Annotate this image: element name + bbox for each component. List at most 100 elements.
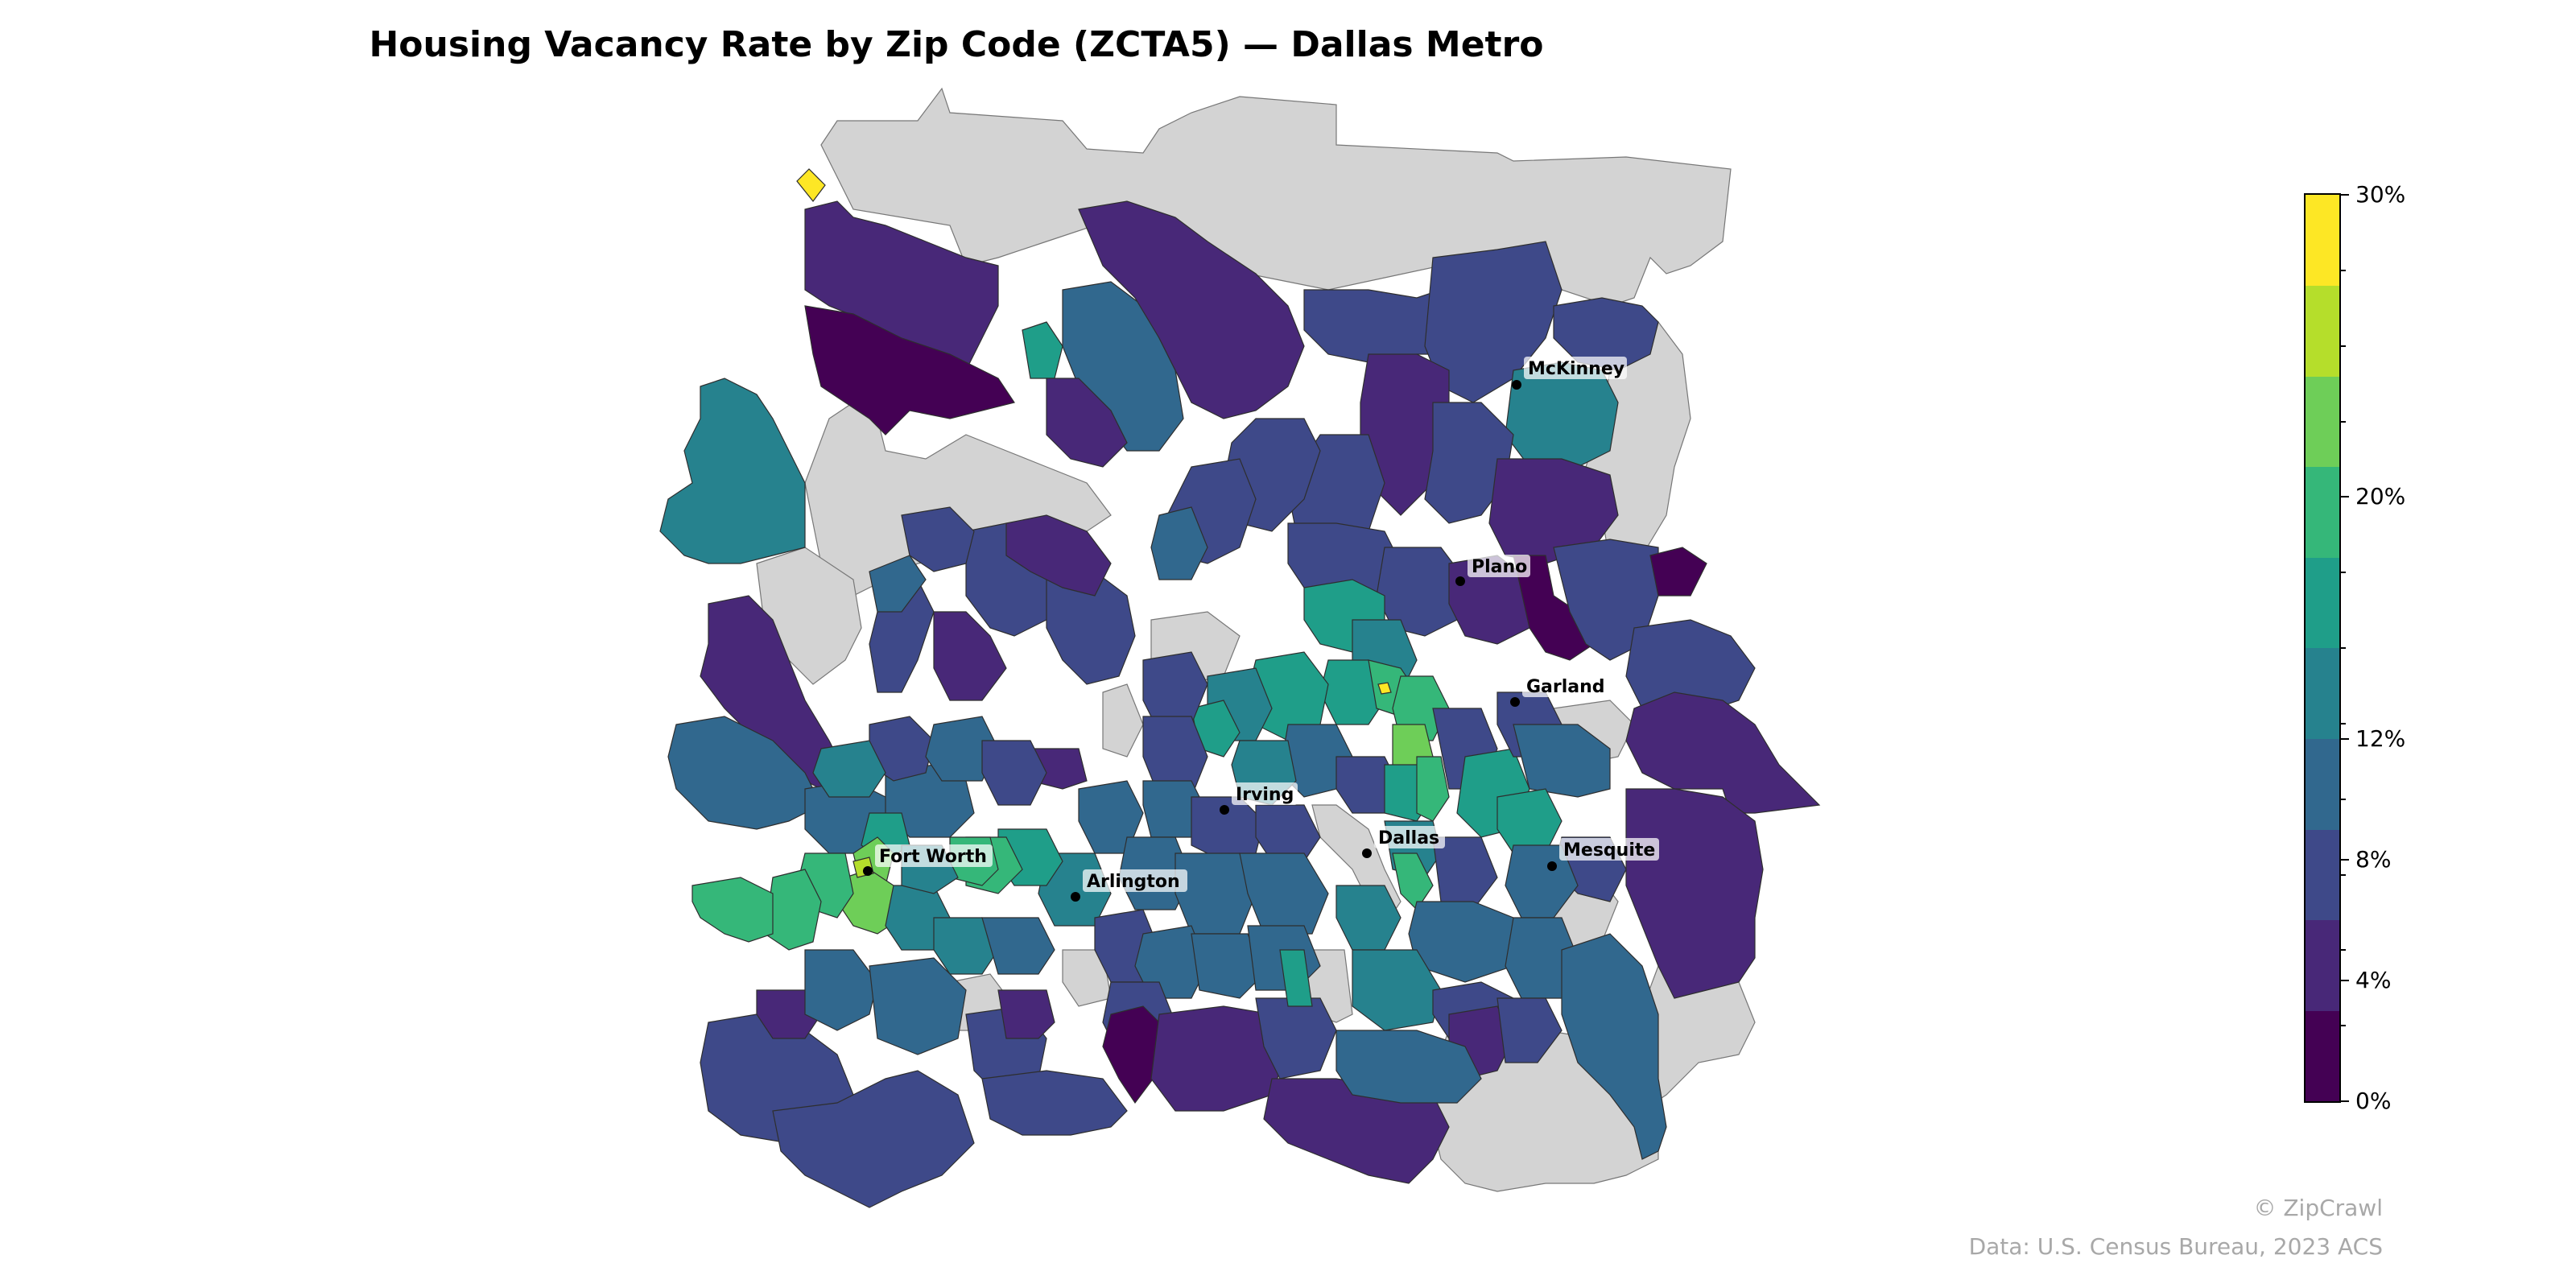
zip-region[interactable] <box>1416 756 1450 822</box>
city-mckinney[interactable]: McKinney <box>1512 357 1627 390</box>
city-garland[interactable]: Garland <box>1510 675 1608 707</box>
zip-region[interactable] <box>659 378 806 564</box>
city-dot <box>1455 576 1465 586</box>
zip-region[interactable] <box>1279 949 1313 1007</box>
zip-region[interactable] <box>1553 297 1659 371</box>
zip-region[interactable] <box>997 989 1055 1039</box>
zip-region[interactable] <box>691 877 774 943</box>
zip-region[interactable] <box>1625 619 1756 717</box>
zip-region[interactable] <box>1005 514 1112 597</box>
city-plano[interactable]: Plano <box>1455 555 1530 586</box>
city-mesquite[interactable]: Mesquite <box>1547 838 1659 871</box>
city-label-background <box>1374 826 1445 848</box>
zip-region[interactable] <box>1408 901 1514 983</box>
colorbar-tick-label: 30% <box>2355 181 2406 208</box>
zip-region[interactable] <box>1078 200 1305 419</box>
colorbar-minor-tick <box>2341 722 2346 724</box>
colorbar-band <box>2306 1010 2339 1102</box>
colorbar-tick-label: 12% <box>2355 724 2406 752</box>
city-dot <box>1512 380 1521 390</box>
city-label-background <box>1468 555 1530 577</box>
zip-region[interactable] <box>1022 321 1063 379</box>
zip-region[interactable] <box>1625 788 1764 999</box>
zip-region[interactable] <box>981 740 1047 806</box>
zip-region[interactable] <box>796 168 826 202</box>
zip-region[interactable] <box>869 957 967 1055</box>
zip-region[interactable] <box>804 949 878 1031</box>
colorbar-tick <box>2341 1100 2349 1102</box>
zip-region[interactable] <box>804 305 1015 436</box>
zip-region[interactable] <box>1335 1030 1482 1104</box>
data-source-text: Data: U.S. Census Bureau, 2023 ACS <box>1968 1233 2383 1260</box>
colorbar-legend <box>2304 193 2341 1103</box>
map-title: Housing Vacancy Rate by Zip Code (ZCTA5)… <box>369 24 1544 65</box>
city-dot <box>863 866 873 876</box>
colorbar-minor-tick <box>2341 1025 2346 1027</box>
zip-region[interactable] <box>901 506 975 572</box>
zip-region[interactable] <box>1134 925 1208 999</box>
zip-region[interactable] <box>1392 852 1434 910</box>
colorbar-band <box>2306 285 2339 377</box>
zip-region[interactable] <box>1352 949 1442 1031</box>
zip-region[interactable] <box>1625 691 1821 814</box>
zip-region[interactable] <box>1255 997 1337 1080</box>
zip-region[interactable] <box>869 555 927 613</box>
zip-region[interactable] <box>1377 682 1392 695</box>
colorbar-tick <box>2341 979 2349 981</box>
city-dot <box>1547 861 1557 871</box>
zip-region[interactable] <box>772 1070 975 1208</box>
city-label: Dallas <box>1378 828 1439 848</box>
colorbar-band <box>2306 738 2339 830</box>
zip-region[interactable] <box>1496 788 1563 854</box>
colorbar-band <box>2306 648 2339 740</box>
zip-region[interactable] <box>1046 378 1128 468</box>
zip-region[interactable] <box>933 611 1007 701</box>
colorbar-minor-tick <box>2341 269 2346 271</box>
city-label-background <box>1083 869 1187 892</box>
city-arlington[interactable]: Arlington <box>1071 869 1187 902</box>
zip-region[interactable] <box>667 716 822 830</box>
zip-region[interactable] <box>981 917 1055 975</box>
zip-region[interactable] <box>1432 836 1498 910</box>
colorbar-tick <box>2341 737 2349 740</box>
zip-region[interactable] <box>1513 724 1611 798</box>
zip-region[interactable] <box>1424 402 1514 524</box>
colorbar-minor-tick <box>2341 798 2346 800</box>
colorbar-band <box>2306 195 2339 287</box>
zip-region[interactable] <box>1649 547 1707 597</box>
copyright-text: © ZipCrawl <box>2253 1195 2383 1221</box>
city-fort-worth[interactable]: Fort Worth <box>863 844 993 876</box>
colorbar-minor-tick <box>2341 420 2346 423</box>
city-label-background <box>1232 782 1298 805</box>
city-label: Garland <box>1526 677 1605 697</box>
zip-region[interactable] <box>804 200 999 371</box>
zip-region[interactable] <box>1561 933 1667 1160</box>
city-label: Plano <box>1472 557 1527 577</box>
city-label: Mesquite <box>1563 840 1655 861</box>
city-label: McKinney <box>1528 359 1624 379</box>
colorbar-minor-tick <box>2341 647 2346 649</box>
colorbar-band <box>2306 919 2339 1011</box>
zip-region[interactable] <box>981 1070 1128 1136</box>
colorbar-minor-tick <box>2341 572 2346 574</box>
zip-region[interactable] <box>1191 933 1265 999</box>
city-label-background <box>875 844 993 867</box>
zip-region[interactable] <box>1150 506 1208 580</box>
zip-regions[interactable] <box>659 168 1821 1208</box>
colorbar-tick-label: 0% <box>2355 1088 2392 1114</box>
city-label: Irving <box>1236 785 1294 805</box>
colorbar-tick-label: 4% <box>2355 966 2392 993</box>
zip-region[interactable] <box>1239 852 1329 935</box>
zip-region[interactable] <box>1496 997 1563 1063</box>
zip-region[interactable] <box>812 740 886 798</box>
city-dallas[interactable]: Dallas <box>1362 826 1445 858</box>
city-label: Fort Worth <box>879 847 987 867</box>
colorbar-tick <box>2341 194 2349 196</box>
colorbar-tick-label: 20% <box>2355 483 2406 510</box>
city-irving[interactable]: Irving <box>1220 782 1298 815</box>
colorbar-band <box>2306 376 2339 468</box>
zip-region[interactable] <box>1360 353 1450 516</box>
zip-region[interactable] <box>925 716 999 782</box>
zip-region[interactable] <box>1046 571 1136 685</box>
